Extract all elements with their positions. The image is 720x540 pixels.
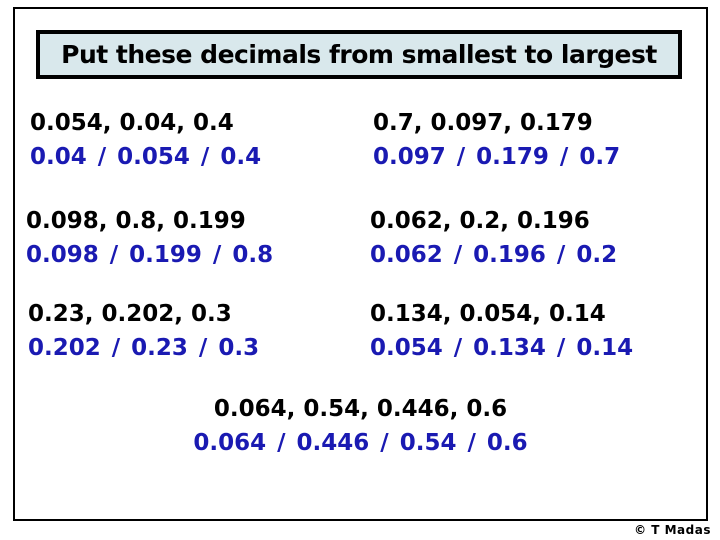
problem-3: 0.098, 0.8, 0.199 0.098 / 0.199 / 0.8 <box>26 208 273 268</box>
problem-4-question: 0.062, 0.2, 0.196 <box>370 208 590 234</box>
problem-5-question: 0.23, 0.202, 0.3 <box>28 301 232 327</box>
problem-4: 0.062, 0.2, 0.196 0.062 / 0.196 / 0.2 <box>370 208 617 268</box>
problem-4-answer: 0.062 / 0.196 / 0.2 <box>370 242 618 268</box>
problem-2: 0.7, 0.097, 0.179 0.097 / 0.179 / 0.7 <box>373 110 620 170</box>
slide-frame <box>13 7 708 521</box>
copyright-credit: © T Madas <box>634 523 711 537</box>
title-box: Put these decimals from smallest to larg… <box>36 30 682 79</box>
problem-1-answer: 0.04 / 0.054 / 0.4 <box>30 144 262 170</box>
problem-6: 0.134, 0.054, 0.14 0.054 / 0.134 / 0.14 <box>370 301 633 361</box>
problem-1: 0.054, 0.04, 0.4 0.04 / 0.054 / 0.4 <box>30 110 261 170</box>
problem-7-question: 0.064, 0.54, 0.446, 0.6 <box>213 396 508 422</box>
problem-5: 0.23, 0.202, 0.3 0.202 / 0.23 / 0.3 <box>28 301 259 361</box>
problem-6-question: 0.134, 0.054, 0.14 <box>370 301 606 327</box>
problem-6-answer: 0.054 / 0.134 / 0.14 <box>370 335 634 361</box>
page-title: Put these decimals from smallest to larg… <box>61 40 657 69</box>
problem-3-question: 0.098, 0.8, 0.199 <box>26 208 246 234</box>
problem-7: 0.064, 0.54, 0.446, 0.6 0.064 / 0.446 / … <box>13 396 708 456</box>
problem-1-question: 0.054, 0.04, 0.4 <box>30 110 234 136</box>
problem-7-answer: 0.064 / 0.446 / 0.54 / 0.6 <box>193 430 528 456</box>
problem-2-question: 0.7, 0.097, 0.179 <box>373 110 593 136</box>
problem-2-answer: 0.097 / 0.179 / 0.7 <box>373 144 621 170</box>
problem-3-answer: 0.098 / 0.199 / 0.8 <box>26 242 274 268</box>
problem-5-answer: 0.202 / 0.23 / 0.3 <box>28 335 260 361</box>
